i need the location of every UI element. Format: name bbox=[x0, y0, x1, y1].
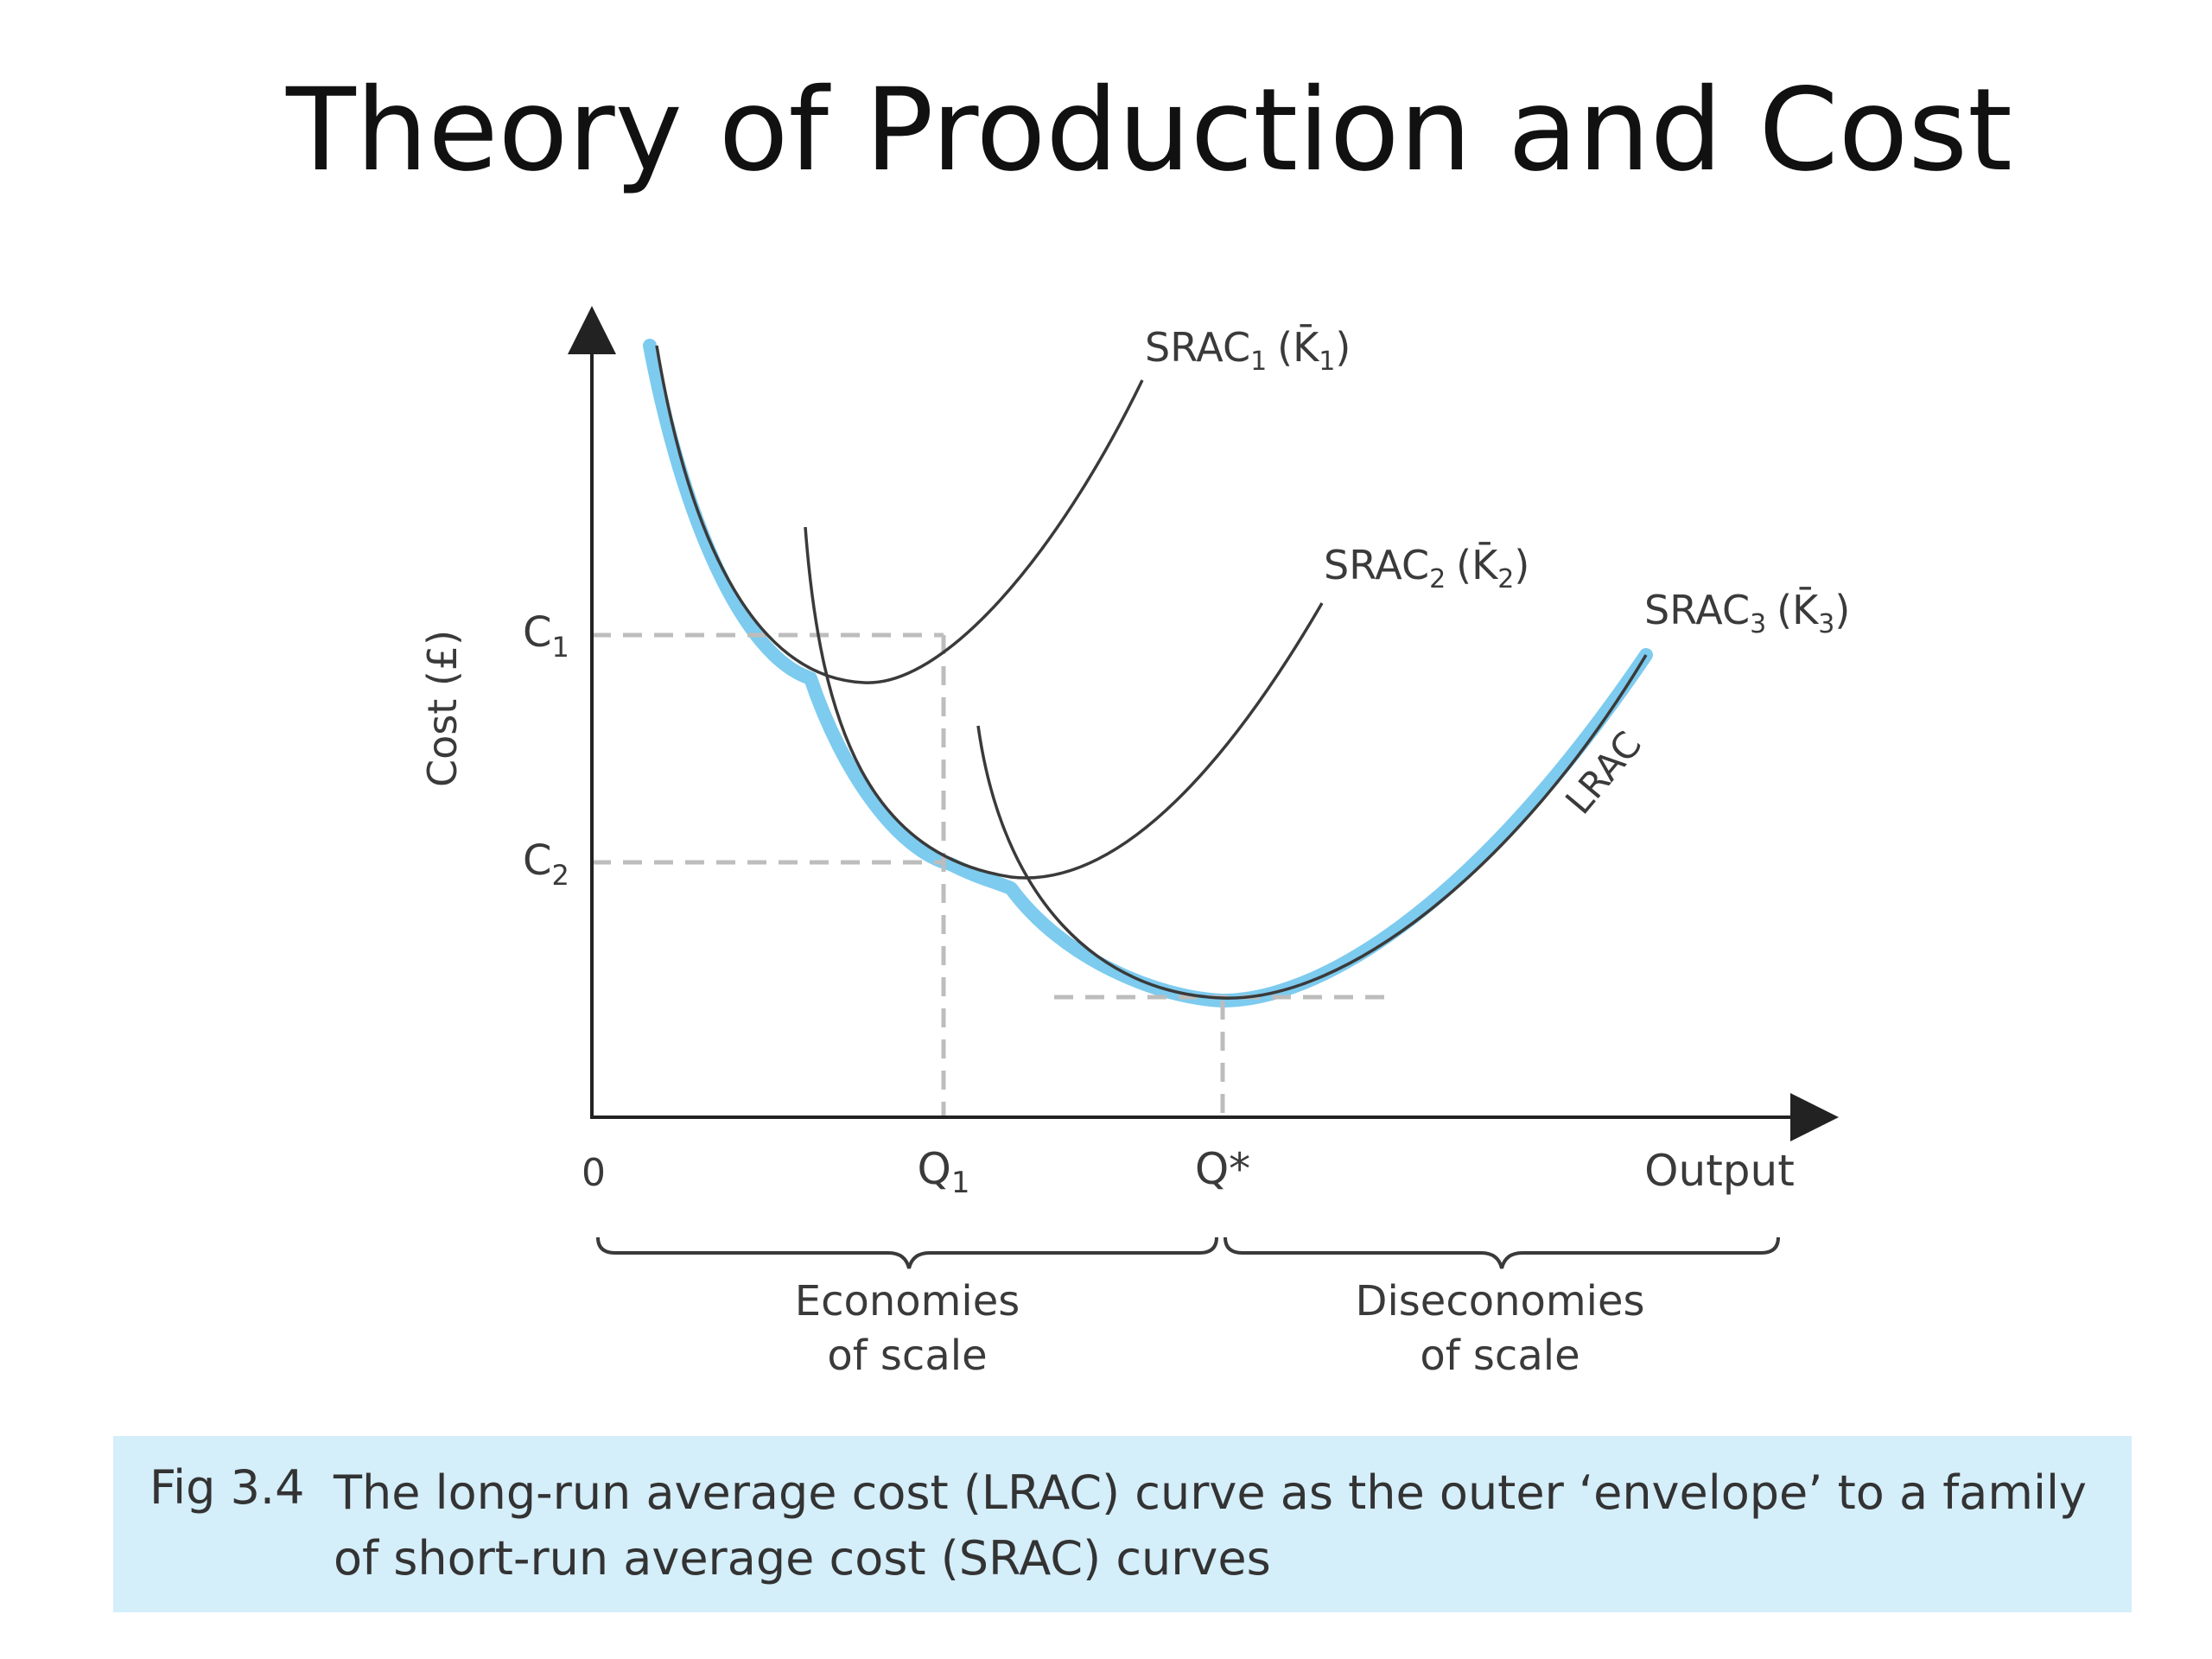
figure-caption: Fig 3.4 The long-run average cost (LRAC)… bbox=[113, 1436, 2132, 1612]
srac2-curve bbox=[804, 526, 1324, 880]
diseconomies-brace bbox=[1224, 1236, 1780, 1269]
srac3-curve bbox=[976, 654, 1648, 1000]
srac1-label: SRAC1 (K̄1) bbox=[1145, 324, 1351, 377]
origin-label: 0 bbox=[582, 1151, 606, 1195]
economies-label-line1: Economies bbox=[795, 1277, 1020, 1325]
srac2-label: SRAC2 (K̄2) bbox=[1324, 542, 1529, 594]
qstar-label: Q* bbox=[1195, 1144, 1250, 1194]
economies-label-line2: of scale bbox=[827, 1332, 987, 1380]
x-axis-label: Output bbox=[1644, 1146, 1795, 1196]
c2-label: C2 bbox=[523, 836, 569, 892]
srac3-label: SRAC3 (K̄3) bbox=[1644, 587, 1850, 639]
q1-label: Q1 bbox=[918, 1144, 970, 1200]
srac1-curve bbox=[655, 345, 1144, 684]
slide-title: Theory of Production and Cost bbox=[286, 64, 2012, 197]
economies-brace bbox=[596, 1236, 1218, 1269]
c1-label: C1 bbox=[523, 608, 569, 664]
diseconomies-label-line2: of scale bbox=[1420, 1332, 1580, 1380]
y-axis-label: Cost (£) bbox=[419, 630, 466, 787]
lrac-curve bbox=[643, 339, 1653, 1007]
diseconomies-label-line1: Diseconomies bbox=[1355, 1277, 1644, 1325]
caption-text: The long-run average cost (LRAC) curve a… bbox=[334, 1465, 2087, 1586]
cost-curves-diagram: Cost (£) Output 0 C1 C2 Q1 Q* SRAC1 (K̄1)… bbox=[419, 306, 1850, 1380]
lrac-label: LRAC bbox=[1557, 723, 1649, 822]
caption-fig-number: Fig 3.4 bbox=[149, 1460, 305, 1515]
